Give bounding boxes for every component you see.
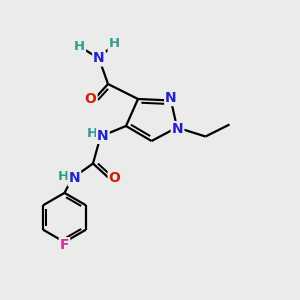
Text: H: H bbox=[58, 169, 69, 183]
Text: N: N bbox=[172, 122, 183, 136]
Text: N: N bbox=[69, 172, 80, 185]
Text: O: O bbox=[85, 92, 97, 106]
Text: H: H bbox=[108, 37, 120, 50]
Text: O: O bbox=[109, 172, 121, 185]
Text: N: N bbox=[93, 52, 105, 65]
Text: N: N bbox=[97, 129, 109, 143]
Text: H: H bbox=[74, 40, 85, 53]
Text: F: F bbox=[60, 238, 69, 252]
Text: H: H bbox=[86, 127, 98, 140]
Text: N: N bbox=[165, 91, 177, 105]
